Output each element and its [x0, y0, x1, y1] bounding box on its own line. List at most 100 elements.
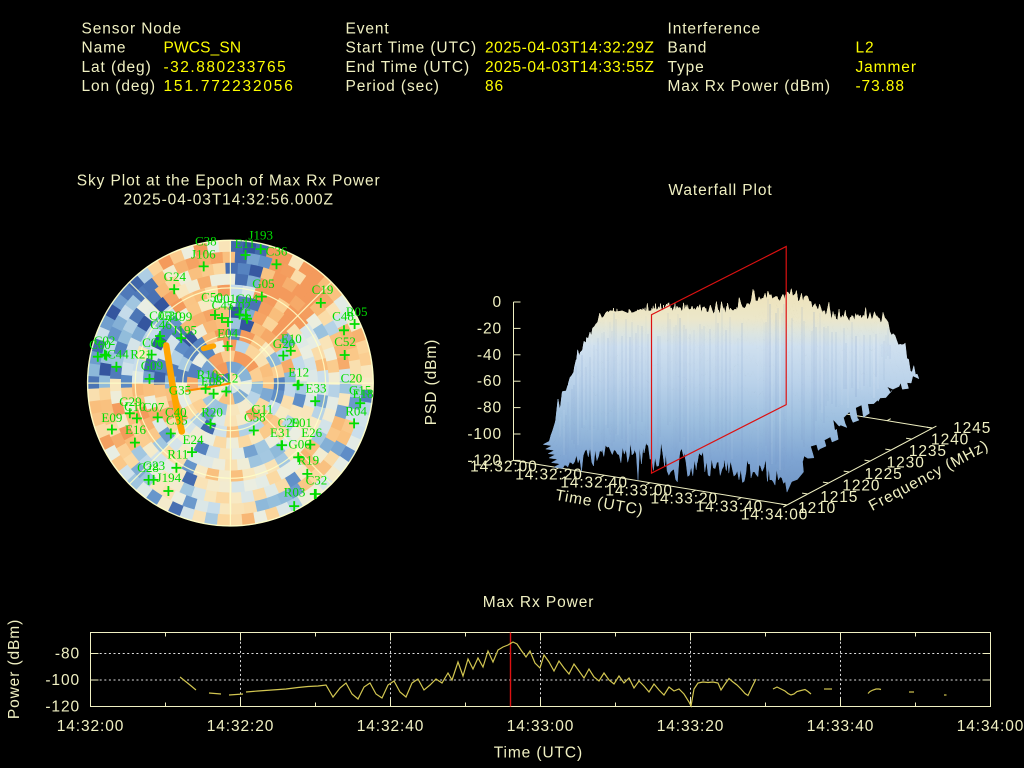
svg-text:R04: R04: [345, 403, 367, 418]
svg-text:End Time (UTC): End Time (UTC): [346, 59, 471, 76]
svg-text:R11: R11: [167, 447, 188, 462]
svg-text:14:33:40: 14:33:40: [696, 499, 764, 516]
svg-text:R19: R19: [297, 453, 319, 468]
svg-text:G24: G24: [164, 269, 187, 284]
svg-text:PSD (dBm): PSD (dBm): [423, 339, 440, 425]
svg-text:E04: E04: [217, 326, 238, 341]
svg-text:Max Rx Power: Max Rx Power: [483, 594, 595, 611]
svg-text:E09: E09: [101, 410, 122, 425]
svg-text:C07: C07: [143, 400, 165, 415]
svg-text:C06: C06: [142, 335, 164, 350]
svg-text:J194: J194: [157, 470, 182, 485]
svg-text:14:33:20: 14:33:20: [657, 718, 725, 735]
svg-text:Jammer: Jammer: [856, 59, 917, 76]
svg-text:C20: C20: [341, 370, 363, 385]
svg-text:2025-04-03T14:32:29Z: 2025-04-03T14:32:29Z: [485, 40, 655, 57]
svg-text:86: 86: [485, 78, 504, 95]
svg-text:C36: C36: [266, 244, 288, 259]
svg-text:14:33:20: 14:33:20: [651, 491, 719, 508]
svg-text:Time (UTC): Time (UTC): [494, 745, 583, 762]
svg-text:1245: 1245: [953, 420, 991, 437]
svg-text:G15: G15: [349, 383, 371, 398]
svg-text:C40: C40: [165, 404, 187, 419]
svg-text:Start Time (UTC): Start Time (UTC): [346, 40, 478, 57]
svg-text:E33: E33: [306, 381, 327, 396]
svg-text:R03: R03: [284, 484, 306, 499]
svg-text:Lon (deg): Lon (deg): [82, 78, 156, 95]
svg-text:J195: J195: [172, 323, 197, 338]
svg-text:G06: G06: [288, 437, 311, 452]
svg-text:-80: -80: [477, 400, 502, 417]
svg-text:E12: E12: [288, 365, 309, 380]
svg-text:C35: C35: [166, 412, 188, 427]
svg-text:1215: 1215: [820, 489, 858, 506]
svg-text:Waterfall Plot: Waterfall Plot: [668, 182, 772, 199]
svg-text:-73.88: -73.88: [856, 78, 905, 95]
svg-text:14:32:40: 14:32:40: [357, 718, 425, 735]
svg-text:C50: C50: [201, 290, 223, 305]
svg-text:-100: -100: [467, 426, 502, 443]
svg-text:C52: C52: [334, 334, 356, 349]
svg-text:Interference: Interference: [668, 21, 762, 38]
svg-text:G01: G01: [214, 291, 236, 306]
svg-text:C32: C32: [306, 472, 328, 487]
svg-text:1225: 1225: [865, 466, 903, 483]
svg-text:14:34:00: 14:34:00: [957, 718, 1024, 735]
svg-text:E26: E26: [301, 425, 322, 440]
svg-text:E18: E18: [353, 386, 374, 401]
svg-text:Sky Plot at the Epoch of Max R: Sky Plot at the Epoch of Max Rx Power: [77, 173, 381, 190]
svg-text:1220: 1220: [842, 477, 880, 494]
svg-text:C19: C19: [312, 282, 334, 297]
svg-text:L2: L2: [856, 40, 875, 57]
svg-text:C58: C58: [244, 409, 266, 424]
svg-text:G11: G11: [251, 402, 273, 417]
svg-text:G35: G35: [169, 383, 191, 398]
svg-text:1230: 1230: [887, 454, 925, 471]
svg-text:G05: G05: [252, 276, 274, 291]
svg-text:1235: 1235: [909, 443, 947, 460]
svg-text:G29: G29: [119, 394, 141, 409]
svg-text:-32.880233765: -32.880233765: [164, 59, 288, 76]
svg-text:C38: C38: [195, 234, 217, 249]
svg-text:-100: -100: [45, 672, 80, 689]
svg-text:G30: G30: [159, 308, 181, 323]
svg-text:G12: G12: [216, 371, 238, 386]
svg-text:E24: E24: [183, 432, 204, 447]
svg-text:J106: J106: [191, 246, 216, 261]
svg-text:Band: Band: [668, 40, 708, 57]
svg-text:Event: Event: [346, 21, 390, 38]
svg-text:E16: E16: [125, 422, 146, 437]
svg-text:J199: J199: [168, 309, 193, 324]
svg-text:C46: C46: [150, 317, 172, 332]
svg-text:14:33:40: 14:33:40: [807, 718, 875, 735]
svg-text:1240: 1240: [931, 432, 969, 449]
svg-text:E01: E01: [291, 415, 312, 430]
svg-text:G09: G09: [141, 358, 163, 373]
svg-text:2025-04-03T14:33:55Z: 2025-04-03T14:33:55Z: [485, 59, 655, 76]
svg-text:Type: Type: [668, 59, 705, 76]
svg-text:14:33:00: 14:33:00: [605, 483, 673, 500]
svg-text:-80: -80: [55, 646, 80, 663]
svg-text:1210: 1210: [798, 500, 836, 517]
svg-text:G20: G20: [273, 336, 295, 351]
svg-text:Name: Name: [82, 40, 127, 57]
svg-text:Sensor Node: Sensor Node: [82, 21, 182, 38]
svg-text:C44: C44: [107, 347, 129, 362]
svg-text:-40: -40: [477, 347, 502, 364]
svg-text:C48: C48: [332, 309, 354, 324]
svg-text:Lat (deg): Lat (deg): [82, 59, 152, 76]
svg-text:Period (sec): Period (sec): [346, 78, 440, 95]
svg-text:C28: C28: [137, 460, 159, 475]
svg-text:14:32:40: 14:32:40: [560, 475, 628, 492]
svg-text:Power (dBm): Power (dBm): [6, 619, 23, 719]
svg-text:151.772232056: 151.772232056: [164, 78, 295, 95]
svg-text:C05: C05: [149, 308, 171, 323]
svg-text:E10: E10: [281, 331, 302, 346]
svg-text:14:32:00: 14:32:00: [57, 718, 125, 735]
svg-text:R21: R21: [130, 347, 152, 362]
svg-text:14:34:00: 14:34:00: [741, 507, 809, 524]
svg-text:E31: E31: [270, 425, 291, 440]
svg-text:Max Rx Power (dBm): Max Rx Power (dBm): [668, 78, 831, 95]
svg-text:C45: C45: [212, 298, 234, 313]
svg-text:R05: R05: [346, 304, 368, 319]
